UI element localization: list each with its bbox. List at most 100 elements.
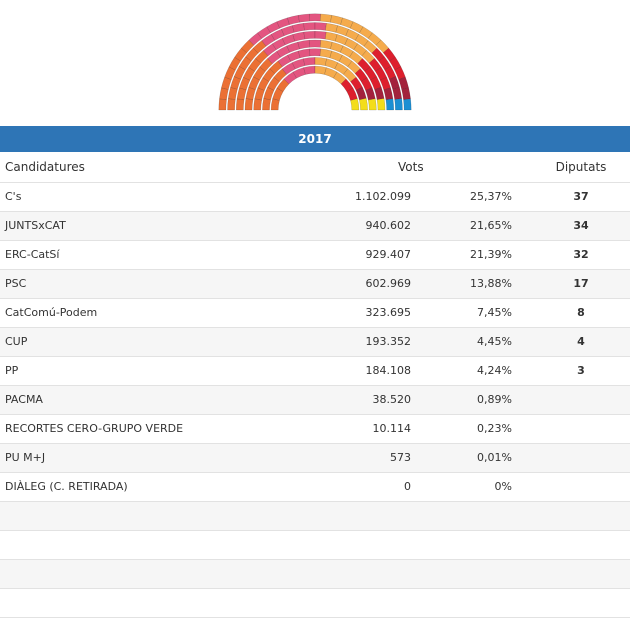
seat (325, 22, 338, 33)
seat (314, 57, 328, 66)
votes: 929.407 (365, 248, 412, 261)
table-row: PACMA 38.520 0,89% (0, 386, 630, 415)
seat (253, 98, 262, 111)
column-header: Diputats (555, 160, 607, 174)
seats: 37 (573, 190, 589, 203)
votes: 38.520 (372, 393, 412, 406)
seats: 34 (573, 219, 589, 232)
hemicycle (218, 13, 412, 111)
votes: 323.695 (365, 306, 412, 319)
seat (235, 98, 245, 111)
column-header: Vots (398, 160, 424, 174)
party-seats (218, 39, 290, 111)
seat (319, 39, 333, 50)
party-name: DIÀLEG (C. RETIRADA) (5, 480, 128, 493)
seat (319, 13, 332, 23)
seat (292, 31, 306, 42)
seat (227, 98, 236, 111)
seat (262, 97, 271, 111)
vote-share: 25,37% (470, 190, 512, 203)
party-name: PU M+J (5, 451, 46, 464)
seat (359, 97, 368, 111)
party-name: PSC (5, 277, 27, 290)
vote-share: 4,45% (477, 335, 512, 348)
seats: 4 (577, 335, 585, 348)
party-seats (355, 76, 411, 101)
vote-share: 4,24% (477, 364, 512, 377)
seat (281, 25, 295, 37)
seat (303, 30, 316, 40)
empty-row (0, 589, 630, 618)
vote-share: 0,01% (477, 451, 512, 464)
seat (314, 30, 327, 40)
seat (219, 87, 229, 100)
seat (309, 48, 321, 57)
party-seats (314, 13, 390, 85)
vote-share: 13,88% (470, 277, 512, 290)
vote-share: 21,39% (470, 248, 512, 261)
seat (292, 22, 305, 33)
seat (218, 98, 227, 111)
seats: 32 (573, 248, 589, 261)
vote-share: 21,65% (470, 219, 512, 232)
table-row: JUNTSxCAT 940.602 21,65% 34 (0, 212, 630, 241)
seat (398, 76, 409, 90)
seat (368, 98, 377, 111)
seat (276, 17, 290, 29)
table-header: Candidatures Vots Diputats (0, 152, 630, 183)
seats: 17 (573, 277, 589, 290)
empty-row (0, 502, 630, 531)
party-seats (248, 13, 327, 85)
vote-share: 7,45% (477, 306, 512, 319)
table-row: DIÀLEG (C. RETIRADA) 0 0% (0, 473, 630, 502)
party-name: PACMA (5, 393, 43, 406)
seat (302, 57, 316, 66)
seat (365, 87, 376, 101)
table-row: PSC 602.969 13,88% 17 (0, 270, 630, 299)
seat (244, 98, 254, 111)
party-name: JUNTSxCAT (5, 219, 66, 232)
seat (314, 22, 327, 31)
seat (403, 98, 412, 111)
table-row: CatComú-Podem 323.695 7,45% 8 (0, 299, 630, 328)
vote-share: 0,23% (477, 422, 512, 435)
results-table: Candidatures Vots Diputats C's 1.102.099 2… (0, 152, 630, 618)
seat (385, 98, 395, 111)
seat (303, 22, 316, 31)
party-name: CatComú-Podem (5, 306, 98, 319)
votes: 573 (390, 451, 411, 464)
seat (394, 98, 403, 111)
votes: 10.114 (372, 422, 412, 435)
seat (401, 87, 411, 100)
party-name: PP (5, 364, 19, 377)
year-header: 2017 (0, 126, 630, 152)
empty-row (0, 560, 630, 589)
seat (350, 98, 360, 111)
table-row: ERC-CatSí 929.407 21,39% 32 (0, 241, 630, 270)
seat (303, 65, 316, 75)
seat (383, 87, 394, 101)
seat (374, 86, 385, 100)
seat (297, 39, 311, 50)
party-seats (385, 98, 412, 111)
seats: 3 (577, 364, 585, 377)
table-row: CUP 193.352 4,45% 4 (0, 328, 630, 357)
vote-share: 0% (494, 480, 512, 493)
party-name: CUP (5, 335, 28, 348)
table-row: PP 184.108 4,24% 3 (0, 357, 630, 386)
votes: 184.108 (365, 364, 412, 377)
seat (227, 87, 238, 100)
table-row: C's 1.102.099 25,37% 37 (0, 183, 630, 212)
seat (297, 48, 311, 59)
party-name: RECORTES CERO-GRUPO VERDE (5, 422, 184, 435)
party-seats (350, 97, 386, 111)
votes: 1.102.099 (355, 190, 411, 203)
seats: 8 (577, 306, 585, 319)
seat (376, 98, 386, 111)
votes: 602.969 (365, 277, 412, 290)
votes: 193.352 (365, 335, 412, 348)
votes: 940.602 (365, 219, 412, 232)
seat (388, 76, 400, 90)
seat (308, 39, 322, 48)
